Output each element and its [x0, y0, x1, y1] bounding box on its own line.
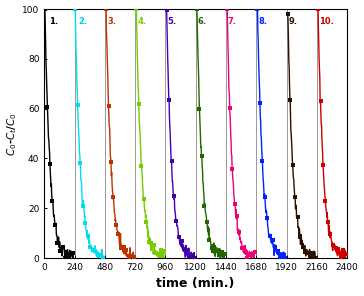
X-axis label: time (min.): time (min.) [157, 277, 235, 290]
Text: 5.: 5. [167, 17, 177, 25]
Text: 8.: 8. [258, 17, 267, 25]
Text: 10.: 10. [318, 17, 333, 25]
Y-axis label: $C_0$-$C_t$/$C_0$: $C_0$-$C_t$/$C_0$ [5, 112, 19, 156]
Text: 6.: 6. [198, 17, 207, 25]
Text: 3.: 3. [107, 17, 116, 25]
Text: 7.: 7. [228, 17, 237, 25]
Text: 2.: 2. [78, 17, 87, 25]
Text: 1.: 1. [49, 17, 58, 25]
Text: 9.: 9. [288, 17, 297, 25]
Text: 4.: 4. [138, 17, 147, 25]
